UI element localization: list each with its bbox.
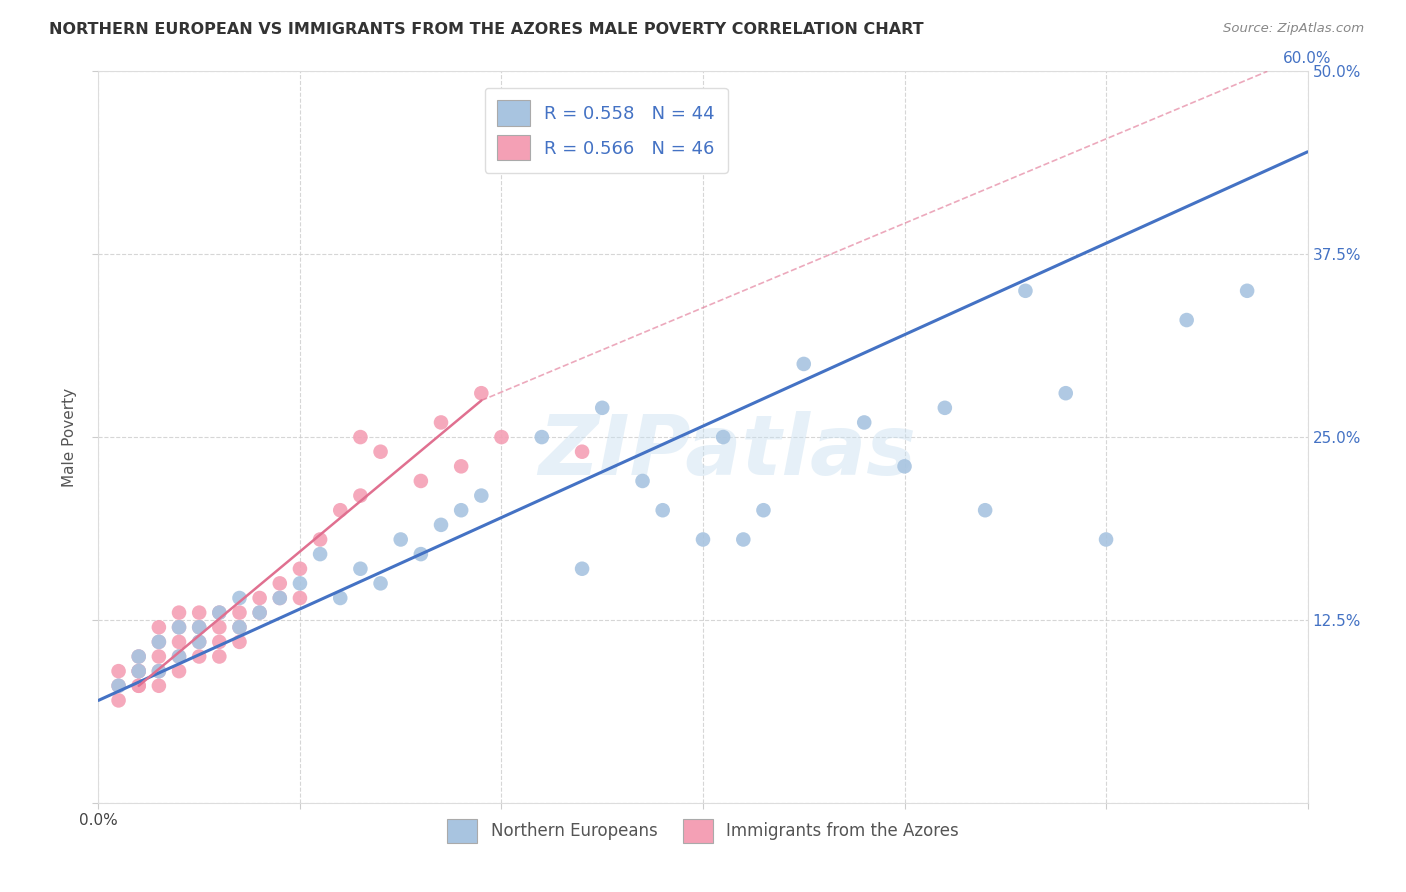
Point xyxy=(188,620,211,634)
Point xyxy=(167,620,190,634)
Point xyxy=(208,635,231,649)
Text: Source: ZipAtlas.com: Source: ZipAtlas.com xyxy=(1223,22,1364,36)
Point xyxy=(1236,284,1258,298)
Point xyxy=(288,591,311,605)
Point xyxy=(349,489,371,503)
Point xyxy=(269,591,291,605)
Point xyxy=(711,430,734,444)
Point xyxy=(188,649,211,664)
Point xyxy=(148,664,170,678)
Point xyxy=(470,489,492,503)
Point xyxy=(228,591,250,605)
Point xyxy=(128,679,150,693)
Point xyxy=(430,517,453,532)
Point xyxy=(450,459,472,474)
Point xyxy=(571,444,593,458)
Point xyxy=(631,474,654,488)
Point xyxy=(249,606,271,620)
Point xyxy=(107,679,129,693)
Point xyxy=(430,416,453,430)
Point xyxy=(269,576,291,591)
Point xyxy=(288,576,311,591)
Point xyxy=(370,576,392,591)
Point xyxy=(450,503,472,517)
Point xyxy=(793,357,815,371)
Point xyxy=(692,533,714,547)
Point xyxy=(228,635,250,649)
Point xyxy=(107,693,129,707)
Point xyxy=(188,606,211,620)
Point xyxy=(974,503,997,517)
Point xyxy=(128,679,150,693)
Point xyxy=(208,620,231,634)
Point xyxy=(167,635,190,649)
Point xyxy=(389,533,412,547)
Point xyxy=(309,547,332,561)
Point xyxy=(148,620,170,634)
Point xyxy=(208,649,231,664)
Point xyxy=(349,430,371,444)
Point xyxy=(491,152,513,166)
Text: NORTHERN EUROPEAN VS IMMIGRANTS FROM THE AZORES MALE POVERTY CORRELATION CHART: NORTHERN EUROPEAN VS IMMIGRANTS FROM THE… xyxy=(49,22,924,37)
Point xyxy=(1095,533,1118,547)
Point xyxy=(228,606,250,620)
Point xyxy=(370,444,392,458)
Point xyxy=(470,386,492,401)
Point xyxy=(329,591,352,605)
Point xyxy=(128,664,150,678)
Point xyxy=(228,620,250,634)
Point xyxy=(491,430,513,444)
Point xyxy=(249,606,271,620)
Point xyxy=(1014,284,1036,298)
Point xyxy=(530,430,553,444)
Point xyxy=(107,664,129,678)
Point xyxy=(148,649,170,664)
Point xyxy=(349,562,371,576)
Point xyxy=(269,591,291,605)
Point xyxy=(329,503,352,517)
Point xyxy=(571,562,593,576)
Point xyxy=(128,649,150,664)
Point xyxy=(188,620,211,634)
Point xyxy=(288,562,311,576)
Point xyxy=(893,459,915,474)
Point xyxy=(128,649,150,664)
Point xyxy=(249,591,271,605)
Point xyxy=(188,635,211,649)
Point xyxy=(1054,386,1077,401)
Point xyxy=(107,679,129,693)
Point xyxy=(167,606,190,620)
Point xyxy=(167,664,190,678)
Point xyxy=(409,474,432,488)
Point xyxy=(148,635,170,649)
Point xyxy=(148,664,170,678)
Point xyxy=(148,635,170,649)
Point xyxy=(167,649,190,664)
Point xyxy=(651,503,673,517)
Point xyxy=(752,503,775,517)
Point xyxy=(591,401,613,415)
Point xyxy=(934,401,956,415)
Y-axis label: Male Poverty: Male Poverty xyxy=(62,387,77,487)
Point xyxy=(188,635,211,649)
Text: ZIPatlas: ZIPatlas xyxy=(538,411,917,492)
Point xyxy=(1175,313,1198,327)
Point xyxy=(309,533,332,547)
Point xyxy=(128,664,150,678)
Point xyxy=(409,547,432,561)
Point xyxy=(228,620,250,634)
Point xyxy=(148,679,170,693)
Legend: Northern Europeans, Immigrants from the Azores: Northern Europeans, Immigrants from the … xyxy=(440,813,966,849)
Point xyxy=(167,620,190,634)
Point xyxy=(208,606,231,620)
Point xyxy=(208,606,231,620)
Point xyxy=(733,533,755,547)
Point xyxy=(128,664,150,678)
Point xyxy=(167,649,190,664)
Point xyxy=(853,416,876,430)
